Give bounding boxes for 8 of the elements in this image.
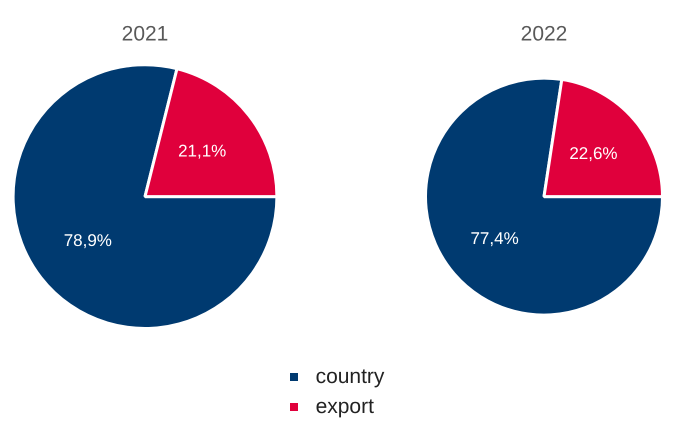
data-label: 21,1% — [178, 142, 226, 161]
chart-title: 2021 — [122, 22, 168, 46]
data-label: 78,9% — [64, 230, 112, 250]
legend-label: export — [316, 395, 374, 419]
data-label: 22,6% — [569, 144, 618, 163]
chart-title: 2022 — [520, 22, 568, 46]
legend-label: country — [316, 365, 384, 389]
data-label: 77,4% — [470, 228, 519, 248]
